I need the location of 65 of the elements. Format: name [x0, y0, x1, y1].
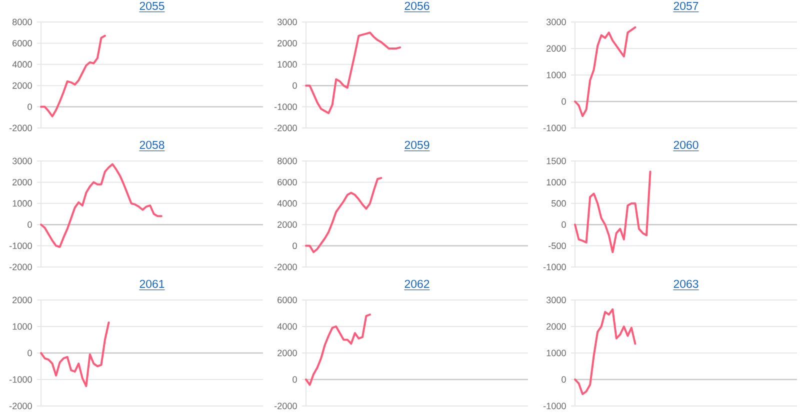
y-tick-label: 2000: [278, 221, 297, 228]
y-tick-label: -2000: [274, 124, 297, 132]
y-tick-label: 0: [562, 376, 566, 383]
line-series: [305, 314, 371, 386]
chart-title: 2062: [404, 280, 430, 288]
y-tick-label: 1000: [546, 72, 566, 78]
y-tick-label: 2000: [546, 323, 566, 330]
y-tick-label: 0: [292, 82, 297, 89]
y-tick-label: 500: [552, 200, 566, 207]
y-tick-label: 4000: [277, 200, 297, 207]
y-tick-label: 0: [292, 242, 297, 250]
y-tick-label: 1500: [546, 158, 566, 164]
y-tick-label: 3000: [277, 18, 297, 26]
y-tick-label: -2000: [274, 402, 297, 410]
line-series: [40, 34, 106, 118]
y-tick-label: 2000: [278, 350, 297, 356]
y-tick-label: 2000: [278, 40, 297, 46]
y-tick-label: 0: [562, 221, 566, 228]
y-tick-label: 2000: [12, 178, 32, 186]
y-tick-label: -2000: [274, 264, 297, 270]
y-tick-label: 0: [28, 350, 32, 356]
chart-title: 2060: [674, 140, 698, 149]
y-tick-label: 0: [292, 376, 297, 383]
y-tick-label: 2000: [546, 45, 566, 52]
y-tick-label: -1000: [544, 402, 566, 410]
chart-title: 2056: [404, 2, 430, 10]
y-tick-label: 6000: [12, 40, 32, 46]
line-series: [40, 322, 110, 388]
y-tick-label: 3000: [12, 158, 32, 164]
y-tick-label: 2000: [12, 296, 32, 304]
y-tick-label: 0: [28, 221, 32, 228]
y-tick-label: -1000: [544, 264, 566, 270]
line-series: [40, 163, 162, 248]
chart-title: 2063: [674, 280, 698, 288]
y-tick-label: 2000: [12, 82, 32, 89]
y-tick-label: -1000: [10, 242, 32, 250]
y-tick-label: -2000: [10, 124, 32, 132]
y-tick-label: 0: [562, 98, 566, 105]
y-tick-label: -1000: [544, 124, 566, 132]
chart-title: 2059: [404, 140, 430, 149]
y-tick-label: 6000: [278, 296, 297, 304]
y-tick-label: 3000: [546, 18, 566, 26]
chart-title: 2058: [140, 140, 164, 149]
y-tick-label: 6000: [278, 178, 297, 186]
y-tick-label: -1000: [10, 376, 32, 383]
y-tick-label: 8000: [278, 158, 297, 164]
line-series: [574, 308, 636, 396]
y-tick-label: 1000: [546, 178, 566, 186]
y-tick-label: -2000: [10, 402, 32, 410]
y-tick-label: -2000: [10, 264, 32, 270]
y-tick-label: -1000: [274, 104, 297, 110]
y-tick-label: 8000: [12, 18, 32, 26]
y-tick-label: 3000: [546, 296, 566, 304]
line-series: [574, 170, 652, 254]
y-tick-label: -500: [548, 242, 566, 250]
y-tick-label: 1000: [12, 323, 32, 330]
chart-title: 2057: [674, 2, 698, 10]
y-tick-label: 4000: [12, 61, 32, 68]
y-tick-label: 0: [28, 104, 32, 110]
chart-title: 2055: [140, 2, 164, 10]
y-tick-label: 4000: [277, 323, 297, 330]
y-tick-label: 1000: [546, 350, 566, 356]
y-tick-label: 1000: [278, 61, 297, 68]
y-tick-label: 1000: [12, 200, 32, 207]
chart-title: 2061: [140, 280, 164, 288]
